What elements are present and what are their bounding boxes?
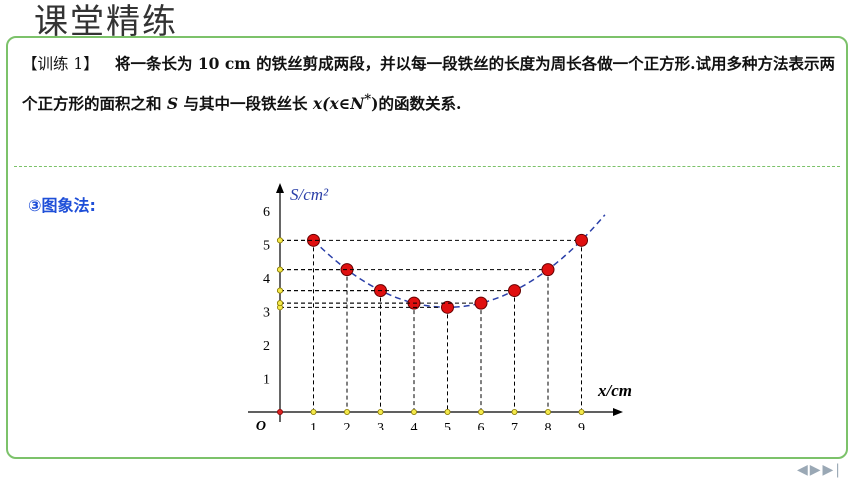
variable-s: S [166,94,179,114]
problem-text-part3: )的函数关系. [371,94,462,114]
data-point [575,233,588,247]
x-axis-marker [344,408,351,415]
data-point [474,296,488,310]
x-tick-label: 9 [578,421,585,430]
y-axis-marker [276,287,283,294]
x-tick-label: 5 [444,421,451,430]
y-tick-label: 5 [263,239,270,254]
superscript-star: * [364,92,372,107]
data-point [441,300,454,314]
data-point [541,263,555,277]
y-axis-marker [276,266,283,273]
y-tick-label: 2 [263,339,270,354]
origin-marker [276,408,283,415]
x-axis-label: x/cm [597,381,632,400]
x-axis-marker [511,408,518,415]
x-tick-label: 3 [377,421,384,430]
slide-navigation[interactable]: ◀▶▶| [796,462,842,478]
x-axis-marker [310,408,317,415]
data-point [307,233,320,247]
x-axis-marker [578,408,585,415]
method-label: ③图象法: [28,196,96,215]
y-axis-arrow [276,183,284,193]
dashed-divider [14,166,840,167]
y-tick-label: 3 [263,306,270,321]
x-axis-marker [377,408,384,415]
x-tick-label: 4 [411,421,418,430]
function-graph: 1 2 3 4 5 6 7 8 9 1 2 3 4 5 6 O S/cm² x/cm [248,183,632,430]
variable-x: x(x∈N [312,94,365,114]
function-curve [312,214,606,309]
problem-text-part1: 将一条长为 10 cm 的铁丝剪成两段，并以每一段铁丝的长度为周长各做一个正方形… [22,54,835,114]
x-tick-label: 1 [310,421,317,430]
x-tick-label: 8 [545,421,552,430]
page-title: 课堂精练 [34,2,178,42]
x-axis-marker [544,408,551,415]
exercise-panel: 【训练 1】 将一条长为 10 cm 的铁丝剪成两段，并以每一段铁丝的长度为周长… [6,36,848,459]
x-tick-label: 6 [478,421,485,430]
x-tick-label: 2 [344,421,351,430]
y-axis-marker [276,300,283,307]
y-tick-label: 4 [263,272,270,287]
x-axis-arrow [613,408,623,416]
problem-text: 【训练 1】 将一条长为 10 cm 的铁丝剪成两段，并以每一段铁丝的长度为周长… [22,46,842,122]
problem-text-part2: 与其中一段铁丝长 [178,94,313,114]
y-axis-label: S/cm² [290,185,329,204]
y-tick-label: 1 [263,373,270,388]
data-point [508,284,521,298]
x-tick-label: 7 [511,421,518,430]
origin-label: O [256,419,266,430]
x-axis-marker [477,408,484,415]
y-tick-label: 6 [263,205,270,220]
exercise-tag: 【训练 1】 [22,55,99,73]
y-axis-marker [276,237,283,244]
x-axis-marker [444,408,451,415]
x-axis-marker [410,408,417,415]
